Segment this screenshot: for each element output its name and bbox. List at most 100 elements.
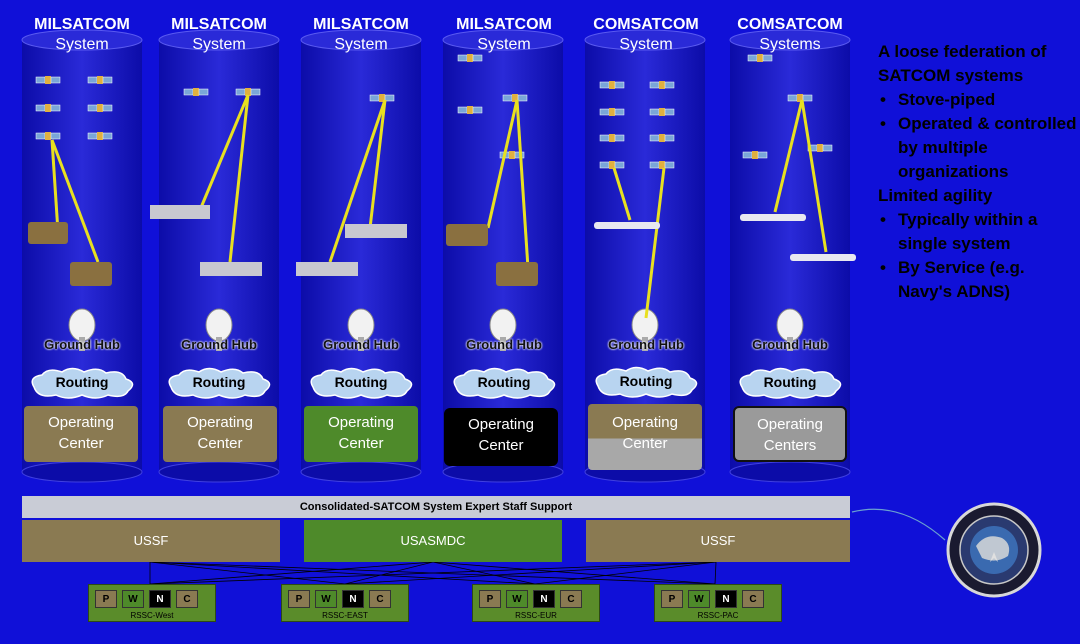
column-2-operating-center: Operating Center: [163, 406, 277, 462]
col3-ship-icon-1: [296, 262, 358, 276]
col5-satellite-icon-2-panel-left: [599, 108, 610, 116]
col5-satellite-icon-7-panel-right: [664, 161, 675, 169]
column-6-dish-stand: [787, 337, 793, 351]
column-1-cylinder-base: [21, 461, 143, 483]
col3-satellite-icon-1-panel-left: [369, 94, 380, 102]
column-4-title: MILSATCOM System: [444, 15, 564, 55]
col1-satellite-icon-3-body: [97, 104, 103, 112]
column-2-cylinder-top: [158, 29, 280, 51]
col3-satellite-icon-1-body: [379, 94, 385, 102]
column-6-title-text: COMSATCOM: [737, 16, 843, 33]
column-5-dish-stand: [642, 337, 648, 351]
col5-satellite-icon-7-panel-left: [649, 161, 660, 169]
column-4-ground-hub-label: Ground Hub: [466, 337, 542, 352]
side-bullet-single-system: Typically within a single system: [878, 208, 1078, 256]
org-rssc-links: [149, 561, 717, 585]
col1-satellite-icon-4-body: [45, 132, 51, 140]
col5-satellite-icon-5-panel-right: [664, 134, 675, 142]
col1-satellite-icon-5-body: [97, 132, 103, 140]
column-3-oc-line1: Operating: [328, 414, 394, 431]
rssc-eur-label: RSSC-EUR: [515, 611, 557, 620]
col1-satellite-icon-4-panel-right: [50, 132, 61, 140]
col5-satellite-icon-6-panel-right: [614, 161, 625, 169]
column-5-title: COMSATCOM System: [586, 15, 706, 55]
column-3-subtitle: System: [334, 36, 388, 53]
column-3-oc-line2: Center: [338, 435, 384, 452]
rssc-pac-cell-n: N: [715, 590, 737, 608]
col5-satellite-icon-6-panel-left: [599, 161, 610, 169]
col4-beam-b: [515, 99, 530, 269]
rssc-west-cell-w: W: [122, 590, 144, 608]
col5-satellite-icon-1-body: [659, 81, 665, 89]
col1-satellite-icon-0-body: [45, 76, 51, 84]
col1-satellite-icon-0-panel-right: [50, 76, 61, 84]
org-ussf-2: USSF: [586, 520, 850, 562]
column-5-subtitle: System: [619, 36, 673, 53]
column-1-oc-line2: Center: [58, 435, 104, 452]
col5-satellite-icon-1-panel-right: [664, 81, 675, 89]
column-5-operating-center: Operating Center: [588, 404, 702, 470]
col5-satellite-icon-0-body: [609, 81, 615, 89]
rssc-east-cell-p: P: [288, 590, 310, 608]
column-5-cylinder-top: [584, 29, 706, 51]
col2-ship-icon-1: [150, 205, 210, 219]
column-1-routing-cloud: Routing: [28, 367, 136, 399]
rssc-west-label: RSSC-West: [130, 611, 174, 620]
column-5-ground-hub-label: Ground Hub: [608, 337, 684, 352]
rssc-eur-cell-n: N: [533, 590, 555, 608]
column-4-oc-line1: Operating: [468, 416, 534, 433]
column-6-operating-center: Operating Centers: [733, 406, 847, 462]
column-1-oc-line1: Operating: [48, 414, 114, 431]
col4-satellite-icon-1-panel-left: [457, 54, 468, 62]
column-4-cylinder-top: [442, 29, 564, 51]
column-3-ground-hub-label: Ground Hub: [323, 337, 399, 352]
column-3-routing-cloud: Routing: [307, 367, 415, 399]
column-2-dish-stand: [216, 337, 222, 351]
column-4-title-text: MILSATCOM: [456, 16, 552, 33]
column-6-ground-hub-label: Ground Hub: [752, 337, 828, 352]
rssc-eur-cell-p: P: [479, 590, 501, 608]
col4-satellite-icon-2-body: [512, 94, 518, 102]
col1-satellite-icon-1-body: [97, 76, 103, 84]
rssc-eur-cell-w: W: [506, 590, 528, 608]
col4-satellite-icon-3-panel-right: [472, 106, 483, 114]
column-2-subtitle: System: [192, 36, 246, 53]
col4-satellite-icon-2-panel-left: [502, 94, 513, 102]
col6-beam-b: [800, 99, 828, 253]
col6-beam-a: [773, 99, 804, 213]
org-ussf-1: USSF: [22, 520, 280, 562]
col1-humvee-icon-1: [28, 222, 68, 244]
col5-satellite-icon-0-panel-right: [614, 81, 625, 89]
rssc-east-cell-n: N: [342, 590, 364, 608]
col4-beam-a: [486, 99, 519, 229]
column-5-oc-line2: Center: [622, 435, 668, 452]
col6-satellite-icon-2-body: [797, 94, 803, 102]
column-2-cylinder-base: [158, 461, 280, 483]
side-bullet-by-service: By Service (e.g. Navy's ADNS): [878, 256, 1078, 304]
col1-beam-a: [50, 139, 60, 233]
col1-humvee-icon-2: [70, 262, 112, 286]
col1-satellite-icon-1-panel-left: [87, 76, 98, 84]
col1-satellite-icon-3-panel-left: [87, 104, 98, 112]
col6-satellite-icon-4-panel-right: [822, 144, 833, 152]
rssc-east-cell-c: C: [369, 590, 391, 608]
column-3-title: MILSATCOM System: [301, 15, 421, 55]
column-6-routing-cloud: Routing: [736, 367, 844, 399]
column-3-cylinder-top: [300, 29, 422, 51]
column-1-dish-stand: [79, 337, 85, 351]
col5-satellite-icon-3-panel-left: [649, 108, 660, 116]
column-4-dish-stand: [500, 337, 506, 351]
col5-satellite-icon-4-body: [609, 134, 615, 142]
col2-satellite-icon-2-panel-right: [250, 88, 261, 96]
col2-ship-icon-2: [200, 262, 262, 276]
col1-beam-b: [50, 139, 100, 263]
col5-beam-a: [612, 167, 632, 221]
col2-satellite-icon-1-panel-right: [198, 88, 209, 96]
column-3-dish-stand: [358, 337, 364, 351]
col5-satellite-icon-4-panel-left: [599, 134, 610, 142]
